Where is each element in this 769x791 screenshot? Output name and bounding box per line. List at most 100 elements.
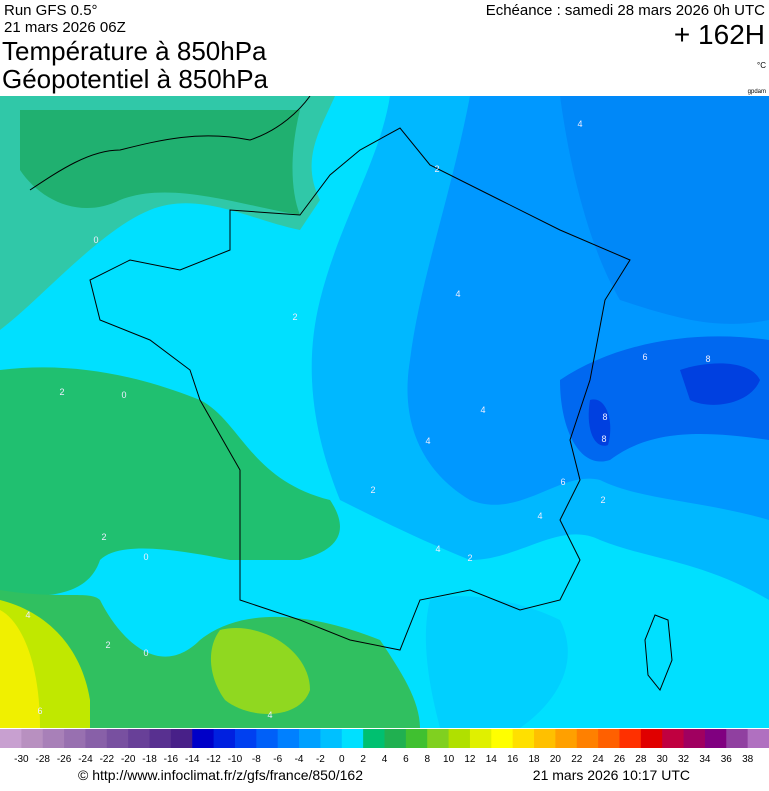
colorbar-label: -24 [78, 754, 93, 765]
run-date: 21 mars 2026 06Z [4, 19, 126, 36]
lead-time: + 162H [674, 19, 765, 50]
colorbar-label: -14 [185, 754, 200, 765]
colorbar-label: -4 [295, 754, 304, 765]
colorbar-label: 18 [528, 754, 540, 765]
colorbar-swatch [619, 729, 641, 748]
colorbar-swatch [128, 729, 150, 748]
colorbar-swatch [555, 729, 577, 748]
colorbar-swatch [427, 729, 449, 748]
contour-label: 4 [435, 544, 440, 554]
colorbar-swatch [470, 729, 492, 748]
contour-label: 2 [467, 553, 472, 563]
colorbar-label: -8 [252, 754, 261, 765]
contour-label: 2 [101, 532, 106, 542]
contour-label: 8 [602, 412, 607, 422]
contour-label: 0 [93, 235, 98, 245]
colorbar-swatch [641, 729, 663, 748]
contour-label: 2 [434, 164, 439, 174]
colorbar-swatch [85, 729, 107, 748]
valid-time: Echéance : samedi 28 mars 2026 0h UTC [486, 2, 765, 19]
contour-label: 2 [370, 485, 375, 495]
colorbar-swatch [449, 729, 471, 748]
colorbar-label: 14 [486, 754, 498, 765]
colorbar-swatch [513, 729, 535, 748]
title-line2: Géopotentiel à 850hPa [2, 64, 269, 94]
colorbar-label: 22 [571, 754, 583, 765]
colorbar-swatch [150, 729, 172, 748]
contour-label: 0 [143, 552, 148, 562]
unit-label: °C [757, 61, 766, 70]
contour-label: 4 [455, 289, 460, 299]
colorbar-label: 20 [550, 754, 562, 765]
generated-time: 21 mars 2026 10:17 UTC [533, 767, 690, 783]
colorbar-swatch [726, 729, 748, 748]
colorbar-label: -6 [273, 754, 282, 765]
colorbar-swatch [235, 729, 257, 748]
colorbar-swatch [491, 729, 513, 748]
colorbar-label: 12 [464, 754, 476, 765]
colorbar-label: -20 [121, 754, 136, 765]
colorbar-label: 28 [635, 754, 647, 765]
contour-unit: gpdam [748, 89, 766, 95]
colorbar-swatch [534, 729, 556, 748]
contour-label: 4 [577, 119, 582, 129]
colorbar: -30-28-26-24-22-20-18-16-14-12-10-8-6-4-… [0, 729, 769, 765]
colorbar-swatch [43, 729, 65, 748]
colorbar-label: 36 [721, 754, 733, 765]
contour-label: 2 [59, 387, 64, 397]
colorbar-swatch [748, 729, 769, 748]
colorbar-label: 26 [614, 754, 626, 765]
source-url: © http://www.infoclimat.fr/z/gfs/france/… [78, 767, 363, 783]
colorbar-swatch [278, 729, 300, 748]
contour-label: 6 [560, 477, 565, 487]
colorbar-swatch [406, 729, 428, 748]
colorbar-label: -16 [164, 754, 179, 765]
colorbar-label: 8 [424, 754, 430, 765]
colorbar-label: 34 [699, 754, 711, 765]
colorbar-label: 0 [339, 754, 345, 765]
colorbar-label: -12 [206, 754, 221, 765]
colorbar-label: 30 [657, 754, 669, 765]
colorbar-swatch [214, 729, 236, 748]
colorbar-swatch [385, 729, 407, 748]
colorbar-swatch [64, 729, 86, 748]
colorbar-swatch [363, 729, 385, 748]
colorbar-swatch [0, 729, 22, 748]
colorbar-label: -30 [14, 754, 29, 765]
contour-label: 0 [121, 390, 126, 400]
title-line1: Température à 850hPa [2, 36, 267, 66]
contour-label: 4 [425, 436, 430, 446]
colorbar-label: 4 [382, 754, 388, 765]
colorbar-label: -10 [228, 754, 243, 765]
colorbar-label: -18 [142, 754, 157, 765]
colorbar-swatch [684, 729, 706, 748]
colorbar-label: -22 [100, 754, 115, 765]
colorbar-label: -2 [316, 754, 325, 765]
colorbar-swatch [107, 729, 129, 748]
colorbar-swatch [342, 729, 364, 748]
contour-label: 2 [292, 312, 297, 322]
colorbar-swatch [171, 729, 193, 748]
colorbar-swatch [21, 729, 43, 748]
colorbar-swatch [299, 729, 321, 748]
contour-label: 8 [705, 354, 710, 364]
colorbar-label: 2 [360, 754, 366, 765]
contour-label: 8 [601, 434, 606, 444]
colorbar-swatch [320, 729, 342, 748]
contour-label: 4 [25, 610, 30, 620]
contour-label: 4 [480, 405, 485, 415]
contour-label: 2 [600, 495, 605, 505]
colorbar-swatch [662, 729, 684, 748]
contour-label: 0 [143, 648, 148, 658]
colorbar-label: 32 [678, 754, 690, 765]
contour-label: 4 [267, 710, 272, 720]
colorbar-swatch [256, 729, 278, 748]
colorbar-swatch [577, 729, 599, 748]
contour-label: 6 [642, 352, 647, 362]
contour-label: 2 [105, 640, 110, 650]
colorbar-label: 16 [507, 754, 519, 765]
colorbar-label: 24 [593, 754, 605, 765]
colorbar-label: -26 [57, 754, 72, 765]
